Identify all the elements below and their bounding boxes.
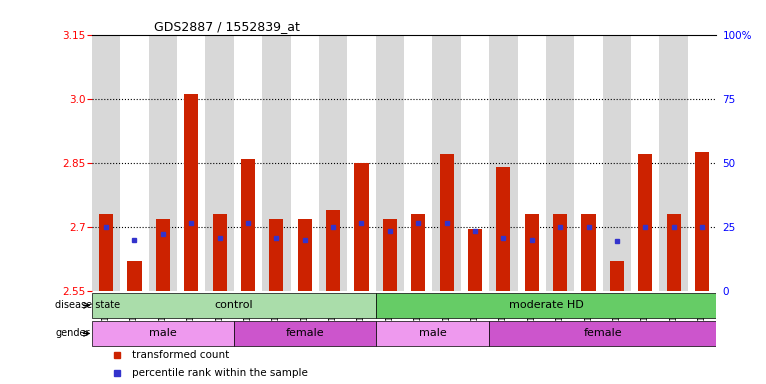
Bar	[120, 35, 149, 291]
Bar	[205, 35, 234, 291]
Bar	[355, 163, 368, 291]
Bar	[319, 35, 347, 291]
Bar	[212, 214, 227, 291]
Bar	[290, 35, 319, 291]
Bar	[518, 35, 546, 291]
Bar	[92, 293, 375, 318]
Bar	[468, 229, 482, 291]
Bar	[603, 35, 631, 291]
Bar	[99, 214, 113, 291]
Text: percentile rank within the sample: percentile rank within the sample	[133, 367, 309, 377]
Bar	[496, 167, 510, 291]
Bar	[638, 154, 653, 291]
Bar	[241, 159, 255, 291]
Bar	[546, 35, 574, 291]
Bar	[525, 214, 538, 291]
Bar	[660, 35, 688, 291]
Bar	[489, 321, 716, 346]
Bar	[375, 35, 404, 291]
Bar	[610, 262, 624, 291]
Bar	[234, 321, 375, 346]
Bar	[92, 321, 234, 346]
Bar	[404, 35, 433, 291]
Text: female: female	[584, 328, 622, 338]
Bar	[440, 154, 453, 291]
Text: gender: gender	[55, 328, 90, 338]
Text: disease state: disease state	[55, 300, 120, 310]
Bar	[155, 218, 170, 291]
Bar	[184, 94, 198, 291]
Bar	[127, 262, 142, 291]
Bar	[433, 35, 461, 291]
Text: moderate HD: moderate HD	[509, 300, 584, 310]
Bar	[461, 35, 489, 291]
Bar	[298, 218, 312, 291]
Bar	[270, 218, 283, 291]
Bar	[553, 214, 568, 291]
Bar	[375, 321, 489, 346]
Bar	[688, 35, 716, 291]
Bar	[234, 35, 262, 291]
Bar	[666, 214, 681, 291]
Bar	[326, 210, 340, 291]
Text: GDS2887 / 1552839_at: GDS2887 / 1552839_at	[155, 20, 300, 33]
Bar	[92, 35, 120, 291]
Text: female: female	[286, 328, 324, 338]
Bar	[489, 35, 518, 291]
Bar	[347, 35, 375, 291]
Text: male: male	[418, 328, 447, 338]
Bar	[581, 214, 596, 291]
Bar	[262, 35, 290, 291]
Bar	[383, 218, 397, 291]
Bar	[375, 293, 716, 318]
Text: control: control	[214, 300, 253, 310]
Text: male: male	[149, 328, 177, 338]
Bar	[411, 214, 425, 291]
Bar	[177, 35, 205, 291]
Text: transformed count: transformed count	[133, 350, 230, 360]
Bar	[574, 35, 603, 291]
Bar	[631, 35, 660, 291]
Bar	[695, 152, 709, 291]
Bar	[149, 35, 177, 291]
